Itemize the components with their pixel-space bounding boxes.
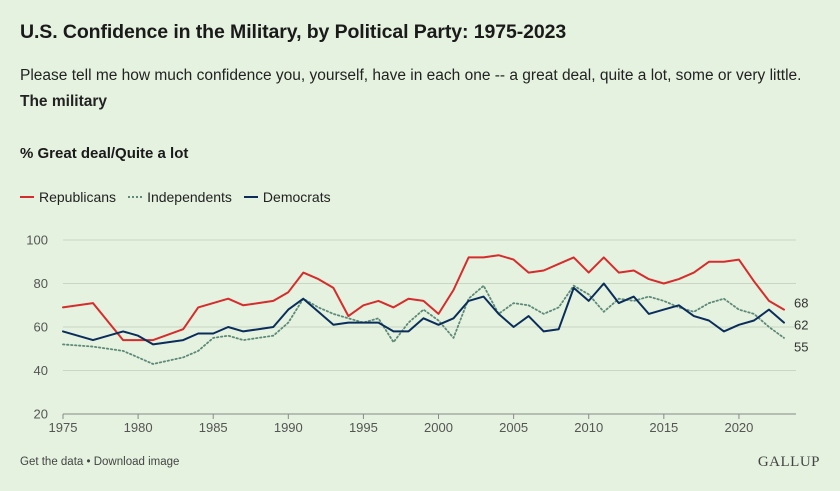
end-label-independents: 55: [794, 340, 808, 355]
series-line-independents: [62, 284, 785, 365]
legend-item-independents: Independents: [128, 189, 232, 205]
legend-item-democrats: Democrats: [243, 189, 331, 205]
measure-label: % Great deal/Quite a lot: [20, 145, 189, 162]
gridlines: [63, 239, 796, 415]
question-text: Please tell me how much confidence you, …: [20, 63, 820, 115]
end-label-democrats: 62: [794, 318, 808, 333]
x-axis-ticks: 1975 1980 1985 1990 1995 2000 2005 2010 2015 2020: [49, 414, 753, 435]
footer-separator: •: [86, 456, 91, 468]
legend-label: Independents: [147, 189, 232, 205]
legend-item-republicans: Republicans: [20, 189, 116, 205]
legend: Republicans Independents Democrats: [20, 189, 343, 205]
y-tick-label: 20: [34, 407, 48, 422]
end-label-republicans: 68: [794, 296, 808, 311]
y-tick-label: 40: [34, 363, 48, 378]
x-tick-label: 2005: [499, 420, 528, 435]
question-item: The military: [20, 93, 107, 110]
question-body: Please tell me how much confidence you, …: [20, 67, 802, 84]
x-tick-label: 2015: [649, 420, 678, 435]
gallup-logo: GALLUP: [757, 454, 820, 470]
y-tick-label: 60: [34, 320, 48, 335]
series-line-democrats: [62, 282, 785, 346]
x-tick-label: 1985: [199, 420, 228, 435]
x-tick-label: 1995: [349, 420, 378, 435]
y-tick-label: 100: [26, 233, 48, 248]
x-tick-label: 2010: [574, 420, 603, 435]
download-image-link[interactable]: Download image: [93, 456, 180, 468]
chart-title: U.S. Confidence in the Military, by Poli…: [20, 21, 567, 43]
legend-swatch: [20, 196, 34, 198]
y-axis-ticks: 20 40 60 80 100: [26, 233, 48, 422]
series-lines: [62, 254, 785, 365]
footer-links: Get the data • Download image: [20, 456, 179, 468]
y-tick-label: 80: [34, 276, 48, 291]
x-tick-label: 1975: [49, 420, 78, 435]
series-end-labels: 68 55 62: [794, 296, 808, 355]
legend-label: Republicans: [39, 189, 117, 205]
legend-swatch: [128, 196, 143, 198]
x-tick-label: 2000: [424, 420, 453, 435]
legend-swatch: [243, 196, 258, 198]
legend-label: Democrats: [262, 189, 331, 205]
get-data-link[interactable]: Get the data: [20, 456, 84, 468]
x-tick-label: 2020: [724, 420, 753, 435]
x-tick-label: 1980: [124, 420, 153, 435]
series-line-republicans: [62, 254, 785, 342]
x-tick-label: 1990: [274, 420, 303, 435]
